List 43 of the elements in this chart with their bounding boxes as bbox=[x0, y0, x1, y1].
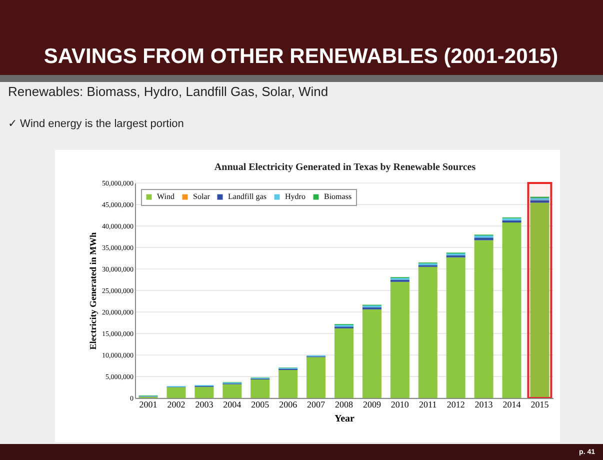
x-tick-label: 2002 bbox=[167, 400, 186, 410]
x-tick-label: 2010 bbox=[390, 400, 410, 410]
bar bbox=[278, 370, 298, 398]
x-tick-label: 2012 bbox=[446, 400, 465, 410]
bar bbox=[502, 220, 522, 223]
text: ✓ Wind energy is the largest portion bbox=[8, 118, 184, 130]
legend-label: Wind bbox=[157, 192, 174, 201]
x-tick-label: 2007 bbox=[307, 400, 326, 410]
bar bbox=[362, 309, 382, 398]
legend-label: Solar bbox=[193, 192, 210, 201]
bar bbox=[166, 387, 186, 398]
x-axis-title: Year bbox=[334, 414, 356, 424]
x-tick-label: 2004 bbox=[223, 400, 242, 410]
bar bbox=[446, 257, 466, 398]
chart-title: SAVINGS FROM OTHER RENEWABLES (2001-2015) bbox=[44, 45, 558, 68]
x-tick-label: 2013 bbox=[474, 400, 494, 410]
x-tick-label: 2014 bbox=[502, 400, 522, 410]
bar bbox=[474, 235, 494, 238]
bar bbox=[418, 266, 438, 398]
x-tick-label: 2006 bbox=[279, 400, 298, 410]
bar bbox=[474, 240, 494, 398]
x-tick-label: 2001 bbox=[139, 400, 158, 410]
bar bbox=[530, 200, 550, 203]
bar bbox=[474, 238, 494, 240]
x-tick-label: 2003 bbox=[195, 400, 214, 410]
legend-label: Hydro bbox=[285, 192, 306, 201]
bar bbox=[334, 328, 354, 398]
bar bbox=[222, 384, 242, 398]
text: Annual Electricity Generated in Texas by Renewable Sources bbox=[214, 162, 476, 173]
bar bbox=[502, 222, 522, 398]
x-tick-label: 2009 bbox=[362, 400, 382, 410]
y-axis-title: Electricity Generated in MWh bbox=[88, 232, 98, 350]
bar bbox=[250, 380, 270, 398]
x-tick-label: 2005 bbox=[251, 400, 270, 410]
x-tick-label: 2011 bbox=[419, 400, 437, 410]
bar bbox=[306, 357, 326, 398]
x-tick-label: 2015 bbox=[530, 400, 550, 410]
x-tick-label: 2008 bbox=[335, 400, 354, 410]
legend-label: Landfill gas bbox=[228, 192, 266, 201]
bar bbox=[194, 386, 214, 398]
legend-label: Biomass bbox=[324, 192, 352, 201]
bar bbox=[390, 282, 410, 398]
chart-subtitle: Renewables: Biomass, Hydro, Landfill Gas, Solar, Wind bbox=[8, 84, 328, 99]
